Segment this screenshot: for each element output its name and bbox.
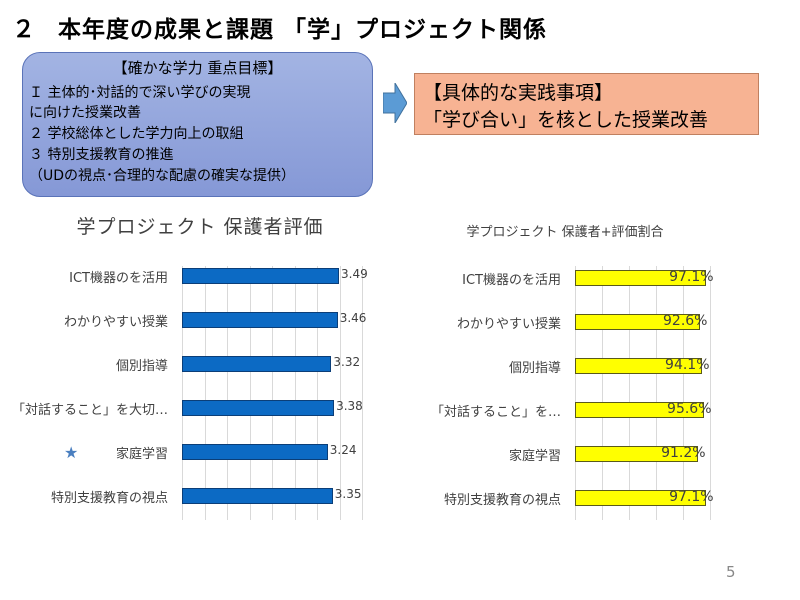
gridline bbox=[575, 266, 576, 520]
gridline bbox=[339, 266, 341, 520]
chart-title-ratio: 学プロジェクト 保護者+評価割合 bbox=[466, 225, 664, 240]
category-label: 「対話すること」を大切… bbox=[11, 403, 168, 418]
slide-title: ２ 本年度の成果と課題 「学」プロジェクト関係 bbox=[12, 10, 547, 44]
data-label: 91.2% bbox=[661, 445, 706, 461]
bar bbox=[182, 312, 338, 328]
data-label: 97.1% bbox=[669, 489, 714, 505]
gridline bbox=[294, 266, 296, 520]
data-label: 94.1% bbox=[665, 357, 710, 373]
slide-title-number: ２ bbox=[12, 17, 36, 43]
data-label: 95.6% bbox=[667, 401, 712, 417]
data-label: 3.49 bbox=[341, 267, 368, 281]
data-label: 3.24 bbox=[329, 443, 357, 457]
gridline bbox=[629, 266, 630, 520]
gridline bbox=[249, 266, 251, 520]
gridline bbox=[272, 266, 273, 520]
data-label: 3.46 bbox=[339, 311, 367, 325]
bar bbox=[575, 358, 703, 374]
goal-line: に向けた授業改善 bbox=[29, 105, 141, 121]
gridline bbox=[710, 266, 711, 520]
bar bbox=[575, 490, 707, 506]
gridline bbox=[683, 266, 684, 520]
bar bbox=[575, 446, 699, 462]
gridline bbox=[317, 266, 318, 520]
category-label: 「対話すること」を… bbox=[430, 405, 561, 420]
data-label: 92.6% bbox=[663, 313, 708, 329]
category-label: ICT機器のを活用 bbox=[462, 273, 561, 288]
category-label: 家庭学習 bbox=[115, 447, 168, 462]
bar bbox=[182, 268, 340, 284]
bar bbox=[575, 314, 700, 330]
goals-box: 【確かな学力 重点目標】 Ｉ 主体的･対話的で深い学びの実現 に向けた授業改善 … bbox=[22, 52, 373, 197]
category-label: 家庭学習 bbox=[508, 449, 561, 464]
data-label: 3.38 bbox=[336, 399, 363, 413]
practice-text: 「学び合い」を核とした授業改善 bbox=[423, 109, 709, 131]
category-label: 個別指導 bbox=[115, 359, 168, 374]
category-label: 個別指導 bbox=[508, 361, 561, 376]
data-label: 3.32 bbox=[333, 355, 361, 369]
gridline bbox=[602, 266, 603, 520]
data-label: 97.1% bbox=[669, 269, 714, 285]
goals-heading: 【確かな学力 重点目標】 bbox=[112, 59, 283, 77]
gridline bbox=[204, 266, 206, 520]
data-label: 3.35 bbox=[334, 487, 362, 501]
gridline bbox=[182, 266, 183, 520]
bar bbox=[182, 400, 335, 416]
practice-box: 【具体的な実践事項】 「学び合い」を核とした授業改善 bbox=[414, 73, 759, 135]
category-label: わかりやすい授業 bbox=[456, 317, 561, 332]
bar bbox=[182, 444, 328, 460]
gridline bbox=[227, 266, 228, 520]
goal-line: Ｉ 主体的･対話的で深い学びの実現 bbox=[29, 85, 251, 101]
goal-line: ２ 学校総体とした学力向上の取組 bbox=[29, 126, 244, 142]
gridline bbox=[656, 266, 657, 520]
slide-title-text: 本年度の成果と課題 「学」プロジェクト関係 bbox=[58, 17, 548, 43]
bar bbox=[575, 270, 707, 286]
category-label: 特別支援教育の視点 bbox=[50, 491, 168, 506]
category-label: わかりやすい授業 bbox=[63, 315, 168, 330]
category-label: ICT機器のを活用 bbox=[69, 271, 168, 286]
bar bbox=[182, 356, 332, 372]
bar bbox=[575, 402, 705, 418]
star-icon: ★ bbox=[64, 443, 79, 462]
goal-line: ３ 特別支援教育の推進 bbox=[29, 147, 174, 163]
gridline bbox=[362, 266, 363, 520]
category-label: 特別支援教育の視点 bbox=[443, 493, 561, 508]
goal-line: （UDの視点･合理的な配慮の確実な提供） bbox=[29, 168, 296, 184]
practice-heading: 【具体的な実践事項】 bbox=[423, 82, 614, 104]
bar bbox=[182, 488, 333, 504]
chart-title-evaluation: 学プロジェクト 保護者評価 bbox=[76, 216, 324, 238]
page-number: 5 bbox=[726, 563, 736, 581]
right-arrow-icon bbox=[383, 83, 407, 123]
